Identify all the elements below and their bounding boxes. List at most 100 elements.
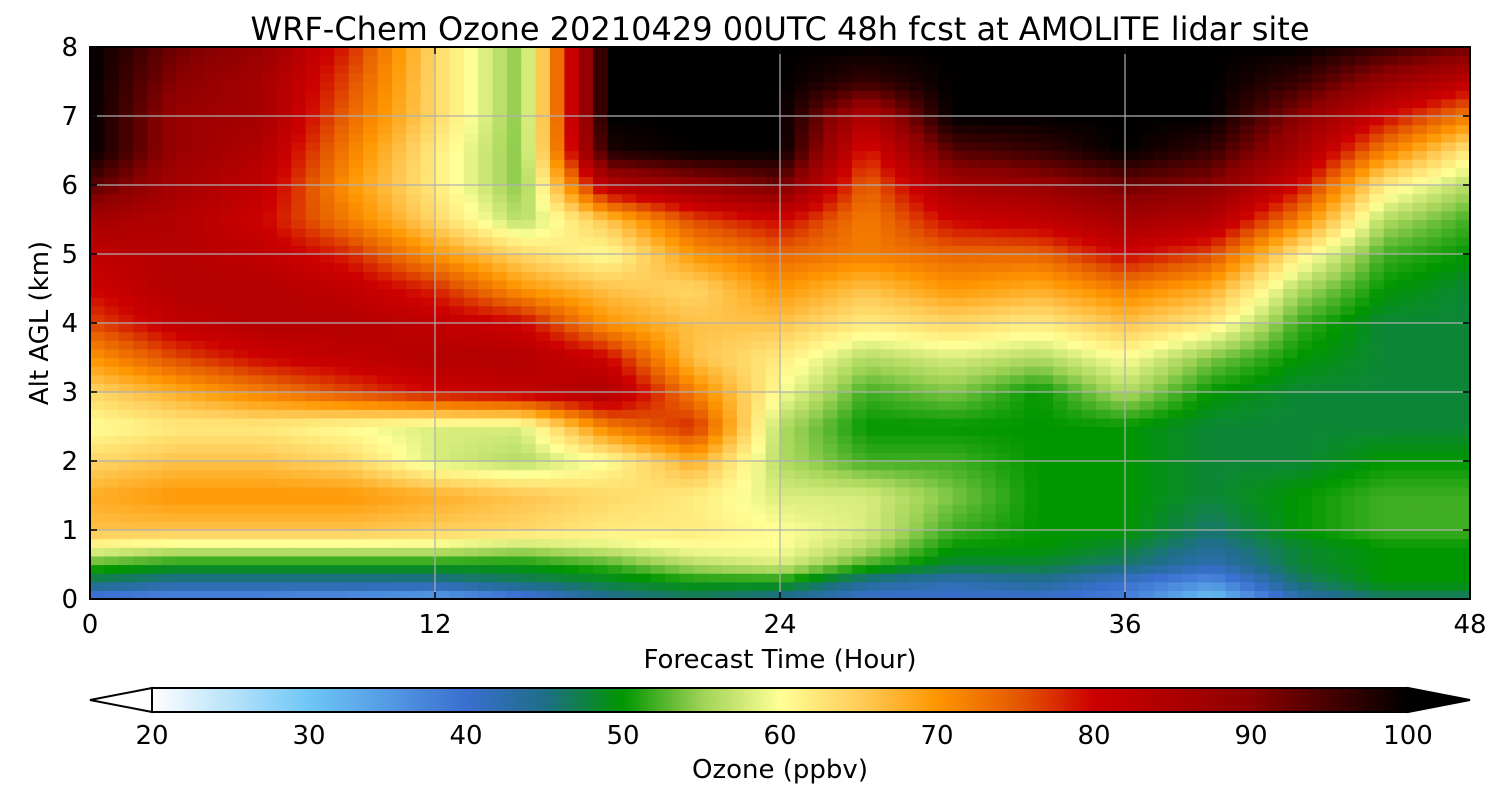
heatmap-cell [621, 435, 637, 445]
heatmap-cell [161, 64, 177, 74]
heatmap-cell [334, 392, 350, 402]
heatmap-cell [1081, 254, 1097, 264]
heatmap-cell [621, 262, 637, 272]
heatmap-cell [636, 383, 652, 393]
heatmap-cell [147, 409, 163, 419]
heatmap-cell [880, 426, 896, 436]
heatmap-cell [981, 400, 997, 410]
heatmap-cell [190, 47, 206, 57]
heatmap-cell [621, 193, 637, 203]
heatmap-cell [880, 340, 896, 350]
heatmap-cell [1182, 590, 1198, 600]
heatmap-cell [722, 116, 738, 126]
heatmap-cell [1067, 141, 1083, 152]
heatmap-cell [866, 193, 882, 203]
heatmap-cell [751, 245, 767, 255]
heatmap-cell [995, 116, 1011, 126]
heatmap-cell [1139, 271, 1155, 281]
heatmap-cell [607, 64, 623, 74]
heatmap-cell [104, 357, 120, 367]
heatmap-cell [938, 141, 954, 152]
heatmap-cell [823, 374, 839, 384]
heatmap-cell [794, 72, 810, 83]
heatmap-cell [521, 262, 537, 272]
heatmap-cell [420, 219, 436, 229]
heatmap-cell [118, 374, 134, 384]
heatmap-cell [161, 228, 177, 238]
heatmap-cell [233, 581, 249, 591]
heatmap-cell [463, 279, 479, 290]
heatmap-cell [550, 254, 565, 264]
heatmap-cell [506, 357, 522, 367]
heatmap-cell [607, 555, 623, 566]
heatmap-cell [564, 331, 580, 341]
heatmap-cell [722, 193, 738, 203]
heatmap-cell [952, 305, 968, 315]
heatmap-cell [607, 573, 623, 583]
heatmap-cell [578, 297, 594, 307]
heatmap-cell [291, 47, 307, 57]
heatmap-cell [463, 271, 479, 281]
heatmap-cell [952, 538, 968, 548]
heatmap-cell [190, 331, 206, 341]
heatmap-cell [722, 279, 738, 290]
heatmap-cell [780, 210, 795, 221]
heatmap-cell [276, 461, 292, 471]
heatmap-cell [794, 530, 810, 540]
heatmap-cell [1182, 64, 1198, 74]
heatmap-cell [391, 555, 407, 566]
heatmap-cell [176, 495, 192, 505]
heatmap-cell [334, 116, 350, 126]
heatmap-cell [952, 245, 968, 255]
heatmap-cell [1196, 469, 1212, 479]
heatmap-cell [621, 64, 637, 74]
heatmap-cell [823, 573, 839, 583]
heatmap-cell [593, 357, 609, 367]
heatmap-cell [1182, 47, 1198, 57]
heatmap-cell [952, 323, 968, 333]
heatmap-cell [607, 279, 623, 290]
heatmap-cell [535, 55, 551, 65]
heatmap-cell [262, 210, 278, 221]
heatmap-cell [1139, 245, 1155, 255]
heatmap-cell [880, 392, 896, 402]
heatmap-cell [880, 573, 896, 583]
heatmap-cell [248, 202, 264, 212]
heatmap-cell [205, 245, 220, 255]
heatmap-cell [665, 331, 680, 341]
heatmap-cell [1125, 461, 1140, 471]
heatmap-cell [650, 47, 666, 57]
heatmap-cell [823, 185, 839, 195]
heatmap-cell [751, 228, 767, 238]
heatmap-cell [1096, 279, 1112, 290]
heatmap-cell [1038, 374, 1054, 384]
heatmap-cell [679, 193, 695, 203]
heatmap-cell [276, 236, 292, 246]
heatmap-cell [693, 374, 709, 384]
heatmap-cell [435, 469, 450, 479]
heatmap-cell [708, 254, 724, 264]
heatmap-cell [736, 72, 752, 83]
heatmap-cell [133, 323, 149, 333]
heatmap-cell [1096, 564, 1112, 574]
heatmap-cell [176, 478, 192, 488]
heatmap-cell [1024, 435, 1040, 445]
heatmap-cell [952, 461, 968, 471]
heatmap-cell [449, 159, 465, 169]
heatmap-cell [1024, 348, 1040, 359]
heatmap-cell [1168, 538, 1184, 548]
heatmap-cell [1125, 159, 1140, 169]
heatmap-cell [291, 314, 307, 324]
heatmap-cell [104, 443, 120, 453]
heatmap-cell [133, 443, 149, 453]
heatmap-cell [492, 573, 508, 583]
heatmap-cell [966, 366, 982, 376]
heatmap-cell [1182, 193, 1198, 203]
heatmap-cell [780, 340, 795, 350]
heatmap-cell [1196, 202, 1212, 212]
heatmap-cell [708, 219, 724, 229]
heatmap-cell [190, 167, 206, 177]
heatmap-cell [895, 245, 910, 255]
heatmap-cell [492, 417, 508, 428]
heatmap-cell [909, 133, 925, 143]
